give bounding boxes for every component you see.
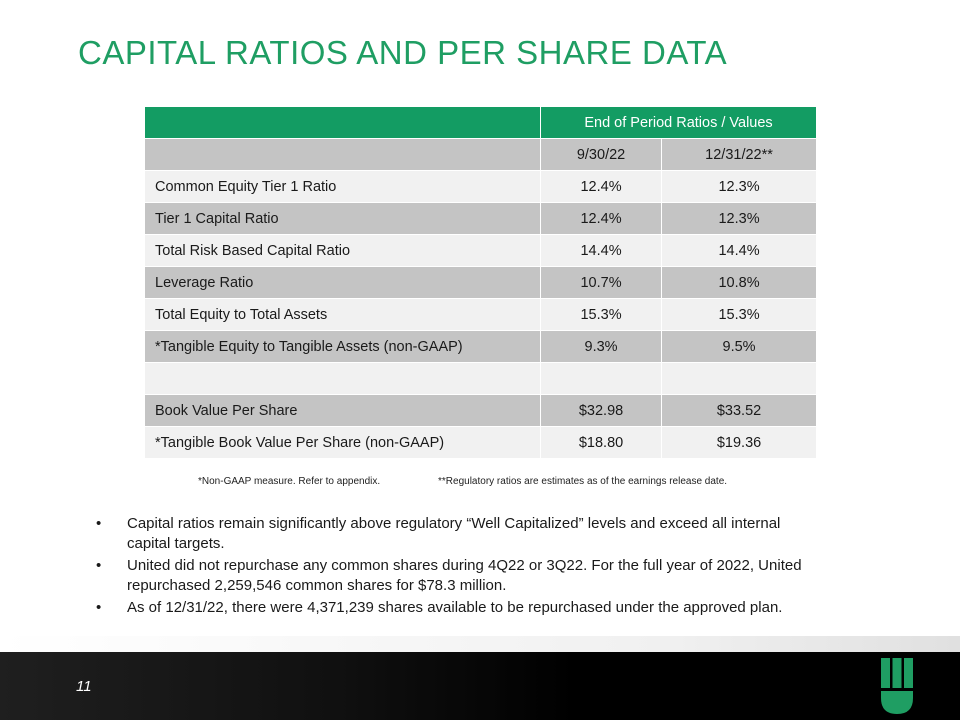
row-label: Tier 1 Capital Ratio	[144, 202, 541, 235]
bullet-text: United did not repurchase any common sha…	[127, 557, 802, 594]
list-item: • As of 12/31/22, there were 4,371,239 s…	[96, 598, 822, 618]
row-value-12-31-22: 15.3%	[661, 298, 817, 331]
row-value-9-30-22	[539, 362, 663, 395]
row-value-9-30-22: $32.98	[539, 394, 663, 427]
table-row: Leverage Ratio 10.7% 10.8%	[144, 266, 817, 299]
column-header-9-30-22: 9/30/22	[539, 138, 663, 171]
row-value-9-30-22: 12.4%	[539, 170, 663, 203]
capital-ratios-table: End of Period Ratios / Values 9/30/22 12…	[144, 106, 817, 459]
table-row: Total Risk Based Capital Ratio 14.4% 14.…	[144, 234, 817, 267]
row-label	[144, 362, 541, 395]
bullet-icon: •	[96, 515, 102, 532]
table-row: Common Equity Tier 1 Ratio 12.4% 12.3%	[144, 170, 817, 203]
table-row: Book Value Per Share $32.98 $33.52	[144, 394, 817, 427]
list-item: • United did not repurchase any common s…	[96, 556, 822, 596]
bullet-icon: •	[96, 599, 102, 616]
footer-divider	[0, 636, 960, 652]
row-value-9-30-22: 10.7%	[539, 266, 663, 299]
row-value-9-30-22: 15.3%	[539, 298, 663, 331]
page-title: CAPITAL RATIOS AND PER SHARE DATA	[78, 34, 728, 71]
footnote-regulatory: **Regulatory ratios are estimates as of …	[438, 476, 728, 487]
row-label: Common Equity Tier 1 Ratio	[144, 170, 541, 203]
bullet-text: Capital ratios remain significantly abov…	[127, 515, 781, 552]
row-value-9-30-22: 14.4%	[539, 234, 663, 267]
row-value-12-31-22: 12.3%	[661, 202, 817, 235]
row-label: Book Value Per Share	[144, 394, 541, 427]
table-group-header: End of Period Ratios / Values	[540, 106, 817, 139]
bullet-icon: •	[96, 557, 102, 574]
row-value-12-31-22: 14.4%	[661, 234, 817, 267]
row-value-12-31-22: $33.52	[661, 394, 817, 427]
row-value-9-30-22: $18.80	[539, 426, 663, 459]
row-value-12-31-22: 9.5%	[661, 330, 817, 363]
column-header-12-31-22: 12/31/22**	[661, 138, 817, 171]
row-value-9-30-22: 9.3%	[539, 330, 663, 363]
row-label: Total Risk Based Capital Ratio	[144, 234, 541, 267]
row-value-12-31-22: 10.8%	[661, 266, 817, 299]
table-row-spacer	[144, 362, 817, 395]
bullet-text: As of 12/31/22, there were 4,371,239 sha…	[127, 599, 783, 616]
row-value-12-31-22: 12.3%	[661, 170, 817, 203]
table-row: *Tangible Equity to Tangible Assets (non…	[144, 330, 817, 363]
row-label: *Tangible Book Value Per Share (non-GAAP…	[144, 426, 541, 459]
table-column-header-row: 9/30/22 12/31/22**	[144, 138, 817, 171]
footnote-non-gaap: *Non-GAAP measure. Refer to appendix.	[198, 476, 381, 487]
table-group-header-row: End of Period Ratios / Values	[144, 106, 817, 139]
list-item: • Capital ratios remain significantly ab…	[96, 514, 822, 554]
table-header-blank	[144, 106, 541, 139]
row-label: Leverage Ratio	[144, 266, 541, 299]
row-label: *Tangible Equity to Tangible Assets (non…	[144, 330, 541, 363]
footer-bar	[0, 652, 960, 720]
united-bank-logo-icon	[881, 658, 913, 714]
row-value-9-30-22: 12.4%	[539, 202, 663, 235]
row-label: Total Equity to Total Assets	[144, 298, 541, 331]
table-row: Tier 1 Capital Ratio 12.4% 12.3%	[144, 202, 817, 235]
table-row: Total Equity to Total Assets 15.3% 15.3%	[144, 298, 817, 331]
table-row: *Tangible Book Value Per Share (non-GAAP…	[144, 426, 817, 459]
row-value-12-31-22: $19.36	[661, 426, 817, 459]
page-number: 11	[76, 678, 92, 695]
table-column-header-blank	[144, 138, 541, 171]
bullet-list: • Capital ratios remain significantly ab…	[96, 514, 822, 620]
row-value-12-31-22	[661, 362, 817, 395]
